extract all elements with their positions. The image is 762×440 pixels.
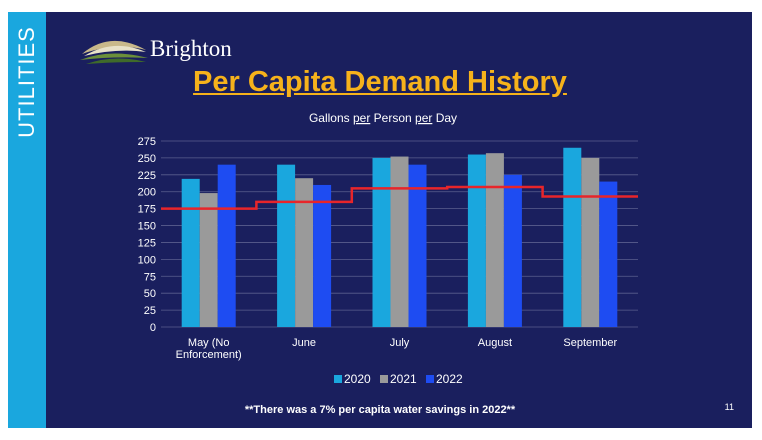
legend-swatch-2022 [426,375,434,383]
chart-title-part-0: Gallons [309,111,353,125]
x-tick-label: June [292,337,316,349]
bar-2022-4 [599,181,618,327]
y-tick-label: 275 [138,136,156,148]
y-axis-ticks: 0 25 50 75 100 125 150 175 200 225 250 275 [138,136,156,334]
bar-2020-2 [372,157,391,327]
logo-text: Brighton [150,36,232,61]
y-tick-label: 175 [138,204,156,216]
page-title: Per Capita Demand History [193,66,567,98]
bar-2021-1 [295,178,314,327]
step-line [161,185,638,210]
bars [181,147,618,327]
bar-2022-2 [408,164,427,327]
demand-chart: Gallons per Person per Day 0 25 50 75 100 125… [138,111,638,386]
y-tick-label: 200 [138,187,156,199]
bar-2022-1 [313,184,332,327]
bar-2020-0 [181,178,200,327]
x-tick-label: May (No Enforcement) [176,337,242,361]
bar-2020-4 [563,147,582,327]
x-tick-label: August [478,337,512,349]
bar-2020-3 [467,154,486,327]
bar-2021-0 [199,193,218,327]
brighton-logo: Brighton [80,34,260,70]
page-number: 11 [724,402,734,412]
y-tick-label: 250 [138,153,156,165]
y-tick-label: 225 [138,170,156,182]
y-tick-label: 100 [138,254,156,266]
step-line-path [161,185,638,210]
legend: 2020 2021 2022 [334,372,463,386]
y-tick-label: 25 [144,305,156,317]
chart-title-part-4: Day [432,111,457,125]
y-tick-label: 150 [138,221,156,233]
chart-title-part-2: Person [370,111,415,125]
legend-label-2020: 2020 [344,372,371,386]
slide: UTILITIES Brighton Per Capita Demand His… [8,12,752,428]
y-tick-label: 75 [144,271,156,283]
bar-2021-4 [581,157,600,327]
y-tick-label: 50 [144,288,156,300]
bar-2021-2 [390,156,409,327]
legend-label-2021: 2021 [390,372,417,386]
y-tick-label: 0 [150,322,156,334]
bar-2021-3 [485,153,504,327]
legend-swatch-2020 [334,375,342,383]
x-tick-label: July [390,337,410,349]
bar-2020-1 [277,164,296,327]
chart-title-part-3: per [415,111,432,125]
legend-swatch-2021 [380,375,388,383]
sidebar: UTILITIES [8,12,46,428]
x-axis-ticks: May (No Enforcement) June July August Septemb… [176,337,618,361]
bar-2022-0 [217,164,236,327]
legend-label-2022: 2022 [436,372,463,386]
x-tick-label: September [563,337,617,349]
chart-title-part-1: per [353,111,370,125]
footnote: **There was a 7% per capita water saving… [244,404,516,416]
y-tick-label: 125 [138,237,156,249]
chart-title: Gallons per Person per Day [309,111,457,125]
landscape-logo-icon [80,40,148,64]
bar-2022-3 [503,174,522,327]
